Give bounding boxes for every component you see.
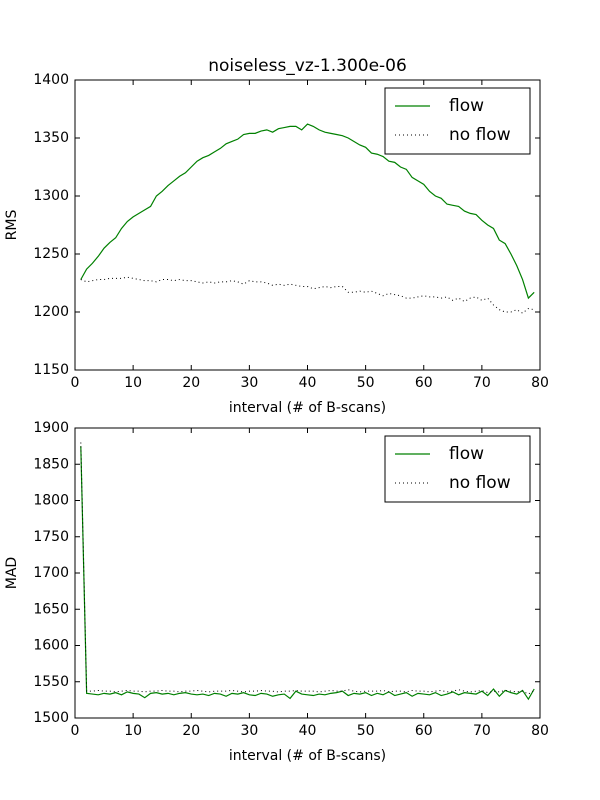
- x-tick-label: 70: [473, 375, 491, 391]
- x-tick-label: 40: [299, 723, 317, 739]
- y-axis-label: RMS: [4, 210, 20, 241]
- series-line: [80, 123, 535, 300]
- series-line: [80, 446, 535, 701]
- y-tick-label: 1650: [33, 601, 69, 617]
- y-tick-label: 1850: [33, 456, 69, 472]
- x-tick-label: 80: [531, 723, 549, 739]
- y-tick-label: 1800: [33, 493, 69, 509]
- x-tick-label: 60: [415, 375, 433, 391]
- legend-label: flow: [449, 96, 484, 116]
- y-tick-label: 1700: [33, 565, 69, 581]
- x-tick-label: 40: [299, 375, 317, 391]
- y-tick-label: 1250: [33, 246, 69, 262]
- x-tick-label: 30: [240, 723, 258, 739]
- x-tick-label: 0: [71, 723, 80, 739]
- y-tick-label: 1150: [33, 362, 69, 378]
- y-axis-label: MAD: [4, 557, 20, 589]
- y-tick-label: 1750: [33, 529, 69, 545]
- legend-box: [384, 87, 531, 155]
- y-tick-label: 1600: [33, 638, 69, 654]
- y-tick-label: 1300: [33, 188, 69, 204]
- y-tick-label: 1200: [33, 304, 69, 320]
- series-line: [80, 276, 535, 314]
- x-tick-label: 80: [531, 375, 549, 391]
- y-tick-label: 1500: [33, 710, 69, 726]
- x-tick-label: 50: [357, 723, 375, 739]
- legend-label: no flow: [449, 125, 511, 145]
- x-tick-label: 70: [473, 723, 491, 739]
- x-axis-label: interval (# of B-scans): [229, 748, 386, 764]
- x-tick-label: 10: [124, 723, 142, 739]
- x-tick-label: 50: [357, 375, 375, 391]
- legend-label: flow: [449, 444, 484, 464]
- x-tick-label: 60: [415, 723, 433, 739]
- y-tick-label: 1400: [33, 72, 69, 88]
- legend-label: no flow: [449, 473, 511, 493]
- x-tick-label: 20: [182, 723, 200, 739]
- y-tick-label: 1900: [33, 420, 69, 436]
- y-tick-label: 1550: [33, 674, 69, 690]
- axes-frame: [74, 427, 541, 719]
- x-tick-label: 30: [240, 375, 258, 391]
- legend-box: [384, 435, 531, 503]
- x-tick-label: 20: [182, 375, 200, 391]
- x-axis-label: interval (# of B-scans): [229, 400, 386, 416]
- x-tick-label: 0: [71, 375, 80, 391]
- y-tick-label: 1350: [33, 130, 69, 146]
- axes-frame: [74, 79, 541, 371]
- chart-title: noiseless_vz-1.300e-06: [208, 56, 407, 76]
- x-tick-label: 10: [124, 375, 142, 391]
